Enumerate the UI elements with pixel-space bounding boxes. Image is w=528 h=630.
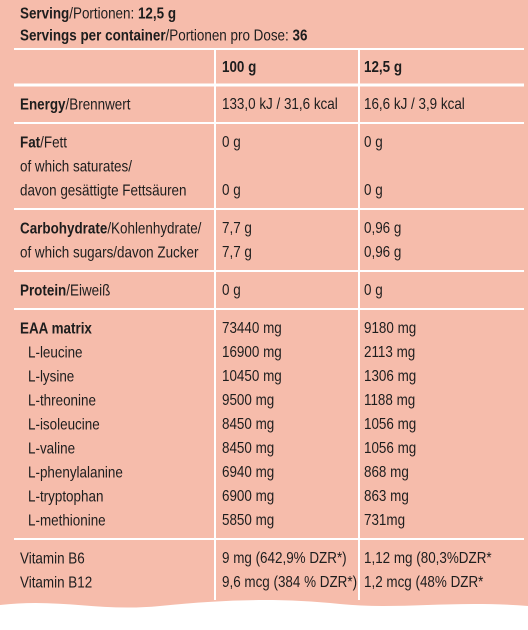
serving-line: Servings per container/Portionen pro Dos…: [20, 27, 307, 44]
text-part: L-valine: [28, 440, 75, 457]
row-label: L-phenylalanine: [28, 464, 123, 481]
text-part: Fat: [20, 134, 40, 151]
row-value: 1306 mg: [364, 368, 416, 385]
row-value: 1,2 mcg (48% DZR*: [364, 574, 484, 591]
row-value: 9,6 mcg (384 % DZR*): [222, 574, 357, 591]
row-value: 0 g: [364, 134, 383, 151]
row-value: 0 g: [364, 182, 383, 199]
row-value: 0,96 g: [364, 244, 401, 261]
row-value: 863 mg: [364, 488, 409, 505]
text-part: Vitamin B12: [20, 574, 92, 591]
row-value: 6940 mg: [222, 464, 274, 481]
row-value: 0,96 g: [364, 220, 401, 237]
row-value: 731mg: [364, 512, 405, 529]
row-label: davon gesättigte Fettsäuren: [20, 182, 187, 199]
row-label: Vitamin B12: [20, 574, 92, 591]
wave: [0, 600, 528, 630]
row-label: L-threonine: [28, 392, 96, 409]
row-value: 8450 mg: [222, 440, 274, 457]
text-part: Energy: [20, 96, 66, 113]
row-value: 1,12 mg (80,3%DZR*: [364, 550, 492, 567]
row-label: L-isoleucine: [28, 416, 100, 433]
text-part: L-isoleucine: [28, 416, 100, 433]
text-part: /Portionen:: [69, 5, 138, 22]
text-part: /Eiweiß: [66, 282, 110, 299]
row-label: of which sugars/davon Zucker: [20, 244, 198, 261]
text-part: 36: [292, 27, 307, 44]
row-label: EAA matrix: [20, 320, 93, 337]
row-value: 7,7 g: [222, 220, 252, 237]
text-part: L-leucine: [28, 344, 83, 361]
text-part: L-methionine: [28, 512, 106, 529]
text-part: 12,5 g: [138, 5, 176, 22]
serving-line: Serving/Portionen: 12,5 g: [20, 5, 176, 22]
column-header: 12,5 g: [364, 59, 402, 76]
text-part: Serving: [20, 5, 69, 22]
row-value: 0 g: [222, 134, 241, 151]
row-label: L-lysine: [28, 368, 74, 385]
row-value: 73440 mg: [222, 320, 282, 337]
row-label: Vitamin B6: [20, 550, 85, 567]
row-value: 133,0 kJ / 31,6 kcal: [222, 96, 338, 113]
text-part: Carbohydrate: [20, 220, 107, 237]
row-label: Energy/Brennwert: [20, 96, 130, 113]
column-header: 100 g: [222, 59, 256, 76]
text-part: of which sugars/davon Zucker: [20, 244, 198, 261]
text-part: L-tryptophan: [28, 488, 103, 505]
row-label: L-valine: [28, 440, 75, 457]
row-value: 10450 mg: [222, 368, 282, 385]
text-part: /Fett: [40, 134, 67, 151]
row-value: 16900 mg: [222, 344, 282, 361]
row-label: of which saturates/: [20, 158, 133, 175]
row-value: 1056 mg: [364, 440, 416, 457]
row-value: 868 mg: [364, 464, 409, 481]
text-part: L-lysine: [28, 368, 74, 385]
row-value: 7,7 g: [222, 244, 252, 261]
row-label: Carbohydrate/Kohlenhydrate/: [20, 220, 202, 237]
text-part: Protein: [20, 282, 66, 299]
row-value: 9500 mg: [222, 392, 274, 409]
text-part: EAA matrix: [20, 320, 93, 337]
row-value: 16,6 kJ / 3,9 kcal: [364, 96, 465, 113]
text-part: of which saturates/: [20, 158, 133, 175]
text-part: /Kohlenhydrate/: [107, 220, 202, 237]
row-label: Protein/Eiweiß: [20, 282, 110, 299]
row-value: 0 g: [222, 282, 241, 299]
row-value: 0 g: [364, 282, 383, 299]
text-part: L-threonine: [28, 392, 96, 409]
text-part: /Portionen pro Dose:: [166, 27, 293, 44]
row-value: 5850 mg: [222, 512, 274, 529]
row-value: 1056 mg: [364, 416, 416, 433]
row-label: L-leucine: [28, 344, 83, 361]
row-value: 1188 mg: [364, 392, 415, 409]
row-value: 9 mg (642,9% DZR*): [222, 550, 347, 567]
text-part: Vitamin B6: [20, 550, 85, 567]
text-part: L-phenylalanine: [28, 464, 123, 481]
row-value: 0 g: [222, 182, 241, 199]
text-part: /Brennwert: [66, 96, 131, 113]
text-part: Servings per container: [20, 27, 166, 44]
row-value: 6900 mg: [222, 488, 274, 505]
row-label: Fat/Fett: [20, 134, 67, 151]
row-label: L-methionine: [28, 512, 106, 529]
row-value: 2113 mg: [364, 344, 415, 361]
row-value: 9180 mg: [364, 320, 416, 337]
row-label: L-tryptophan: [28, 488, 103, 505]
text-part: davon gesättigte Fettsäuren: [20, 182, 187, 199]
row-value: 8450 mg: [222, 416, 274, 433]
